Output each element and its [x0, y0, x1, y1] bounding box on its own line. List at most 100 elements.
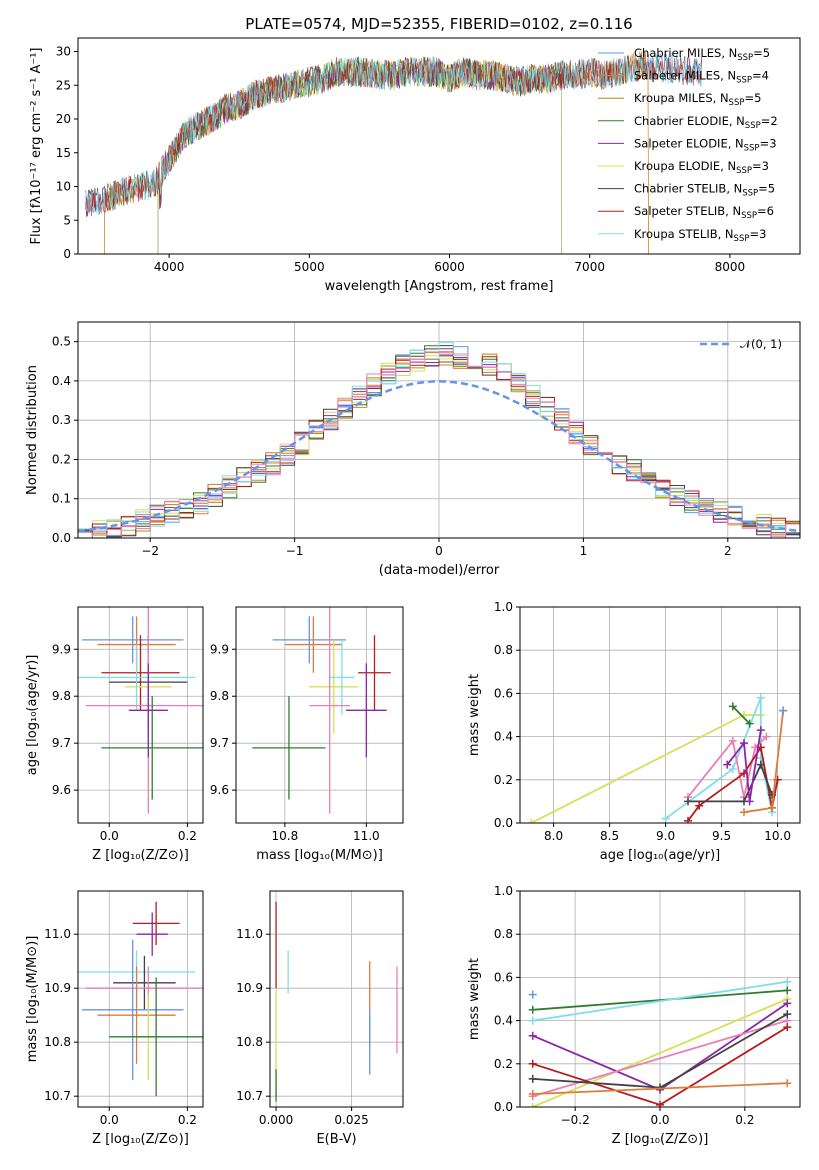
- data-point: [109, 977, 203, 1097]
- y-tick-label: 10.8: [236, 1035, 263, 1049]
- y-tick-label: 9.6: [210, 783, 229, 797]
- x-axis-label: Z [log₁₀(Z/Z⊙)]: [612, 1132, 709, 1147]
- y-tick-label: 0.0: [52, 531, 71, 545]
- data-point: [284, 616, 342, 673]
- x-tick-label: 8000: [715, 260, 746, 274]
- y-tick-label: 10.9: [44, 981, 71, 995]
- x-axis-label: age [log₁₀(age/yr)]: [600, 848, 721, 863]
- legend-entry: Kroupa ELODIE, NSSP=3: [634, 159, 769, 176]
- y-tick-label: 0.4: [52, 374, 71, 388]
- weight-series-line: [532, 1082, 788, 1095]
- axes-frame: [77, 37, 801, 255]
- y-axis-label: mass weight: [467, 958, 482, 1040]
- weight-marker: [528, 1016, 537, 1025]
- x-axis-label: mass [log₁₀(M/M⊙)]: [256, 848, 383, 863]
- legend-entry: Salpeter ELODIE, NSSP=3: [634, 136, 777, 153]
- histogram-series: [78, 351, 800, 538]
- weight-marker: [661, 814, 670, 823]
- weight-marker: [656, 1083, 664, 1092]
- x-tick-label: 7000: [574, 260, 605, 274]
- y-tick-label: 25: [56, 78, 71, 92]
- legend-entry: Kroupa STELIB, NSSP=3: [634, 227, 766, 244]
- weight-marker: [527, 819, 536, 823]
- weight-series-line: [532, 980, 788, 1022]
- plot-area: [275, 901, 398, 1102]
- legend: Chabrier MILES, NSSP=5 Salpeter MILES, NS…: [598, 46, 778, 244]
- weight-marker: [528, 1031, 537, 1040]
- data-point: [101, 696, 203, 800]
- chart-spectrum: 4000 5000 6000 7000 8000 0 5 10 15 20 25 30 waveleng…: [29, 15, 801, 294]
- weight-series-line: [726, 729, 762, 802]
- y-tick-label: 10.7: [44, 1089, 71, 1103]
- y-tick-label: 0.0: [494, 1100, 513, 1114]
- weight-series-line: [532, 989, 788, 1011]
- weight-marker: [740, 739, 748, 748]
- x-tick-label: 9.5: [712, 829, 731, 843]
- x-tick-label: 1: [580, 544, 588, 558]
- weight-marker: [745, 797, 754, 806]
- legend-entry: Kroupa MILES, NSSP=5: [634, 91, 761, 108]
- data-point: [81, 939, 184, 1080]
- x-tick-label: 0.2: [178, 829, 197, 843]
- weight-marker: [783, 1079, 792, 1088]
- weight-series: [528, 986, 792, 1014]
- y-axis-label: mass [log₁₀(M/M⊙)]: [25, 936, 40, 1063]
- y-tick-label: 0.3: [52, 413, 71, 427]
- legend-entry: Chabrier ELODIE, NSSP=2: [634, 114, 778, 131]
- y-tick-label: 15: [56, 146, 71, 160]
- weight-marker: [728, 702, 737, 711]
- weight-series-line: [532, 1019, 788, 1098]
- x-tick-label: −1: [286, 544, 304, 558]
- weight-marker: [740, 808, 748, 817]
- weight-series: [528, 1010, 792, 1092]
- weight-marker: [728, 736, 737, 745]
- axes-frame: [77, 890, 204, 1108]
- y-tick-label: 0.2: [494, 773, 513, 787]
- chart-age_vs_Z: 0.0 0.2 9.6 9.7 9.8 9.9 Z [log₁₀(Z/Z⊙)] age [lo…: [25, 606, 204, 863]
- weight-series-line: [732, 705, 751, 725]
- x-tick-label: 4000: [154, 260, 185, 274]
- weight-marker: [528, 990, 537, 999]
- y-tick-label: 20: [56, 112, 71, 126]
- data-point: [78, 644, 196, 711]
- data-point: [358, 635, 391, 711]
- y-axis-label: mass weight: [467, 674, 482, 756]
- data-point: [309, 639, 359, 734]
- weight-marker: [528, 1074, 537, 1083]
- weight-series-line: [532, 998, 788, 1107]
- plot-area: [78, 901, 203, 1097]
- y-tick-label: 0.2: [52, 452, 71, 466]
- x-tick-label: 10.0: [764, 829, 791, 843]
- axes-frame: [77, 606, 204, 824]
- weight-series: [528, 1023, 792, 1107]
- weight-marker: [756, 760, 765, 769]
- weight-marker: [783, 977, 792, 986]
- data-point: [132, 901, 180, 945]
- x-tick-label: −2: [141, 544, 159, 558]
- x-tick-label: 0.2: [735, 1113, 754, 1127]
- weight-marker: [656, 1100, 664, 1107]
- legend-entry: Salpeter MILES, NSSP=4: [634, 69, 769, 86]
- normal-curve: [78, 380, 800, 533]
- weight-marker: [684, 797, 692, 806]
- data-point: [97, 966, 176, 1064]
- x-axis-label: (data-model)/error: [379, 563, 500, 578]
- weight-marker: [528, 1059, 537, 1068]
- y-axis-label: age [log₁₀(age/yr)]: [25, 655, 40, 776]
- data-point: [329, 639, 355, 715]
- data-point: [113, 955, 176, 1010]
- y-axis-label: Normed distribution: [25, 365, 40, 495]
- y-tick-label: 0.2: [494, 1057, 513, 1071]
- y-tick-label: 0.6: [494, 970, 513, 984]
- weight-marker: [768, 803, 776, 812]
- plot-area: [527, 693, 788, 823]
- y-tick-label: 9.9: [52, 642, 71, 656]
- spectrum-series-line: [157, 56, 562, 254]
- y-tick-label: 0.6: [494, 686, 513, 700]
- y-axis-label: Flux [fλ10⁻¹⁷ erg cm⁻² s⁻¹ A⁻¹]: [29, 48, 44, 245]
- y-tick-label: 1.0: [494, 884, 513, 898]
- chart-title: PLATE=0574, MJD=52355, FIBERID=0102, z=0…: [245, 15, 632, 33]
- y-tick-label: 0.0: [494, 816, 513, 830]
- y-tick-label: 9.8: [210, 689, 229, 703]
